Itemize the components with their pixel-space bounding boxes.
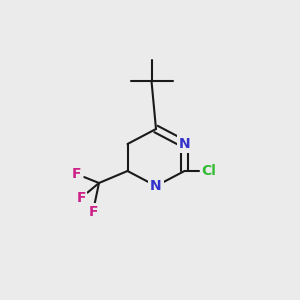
Text: F: F <box>72 167 81 181</box>
Text: N: N <box>179 137 190 151</box>
Text: F: F <box>76 191 86 205</box>
Text: Cl: Cl <box>201 164 216 178</box>
Text: N: N <box>150 179 162 193</box>
Text: F: F <box>88 205 98 218</box>
